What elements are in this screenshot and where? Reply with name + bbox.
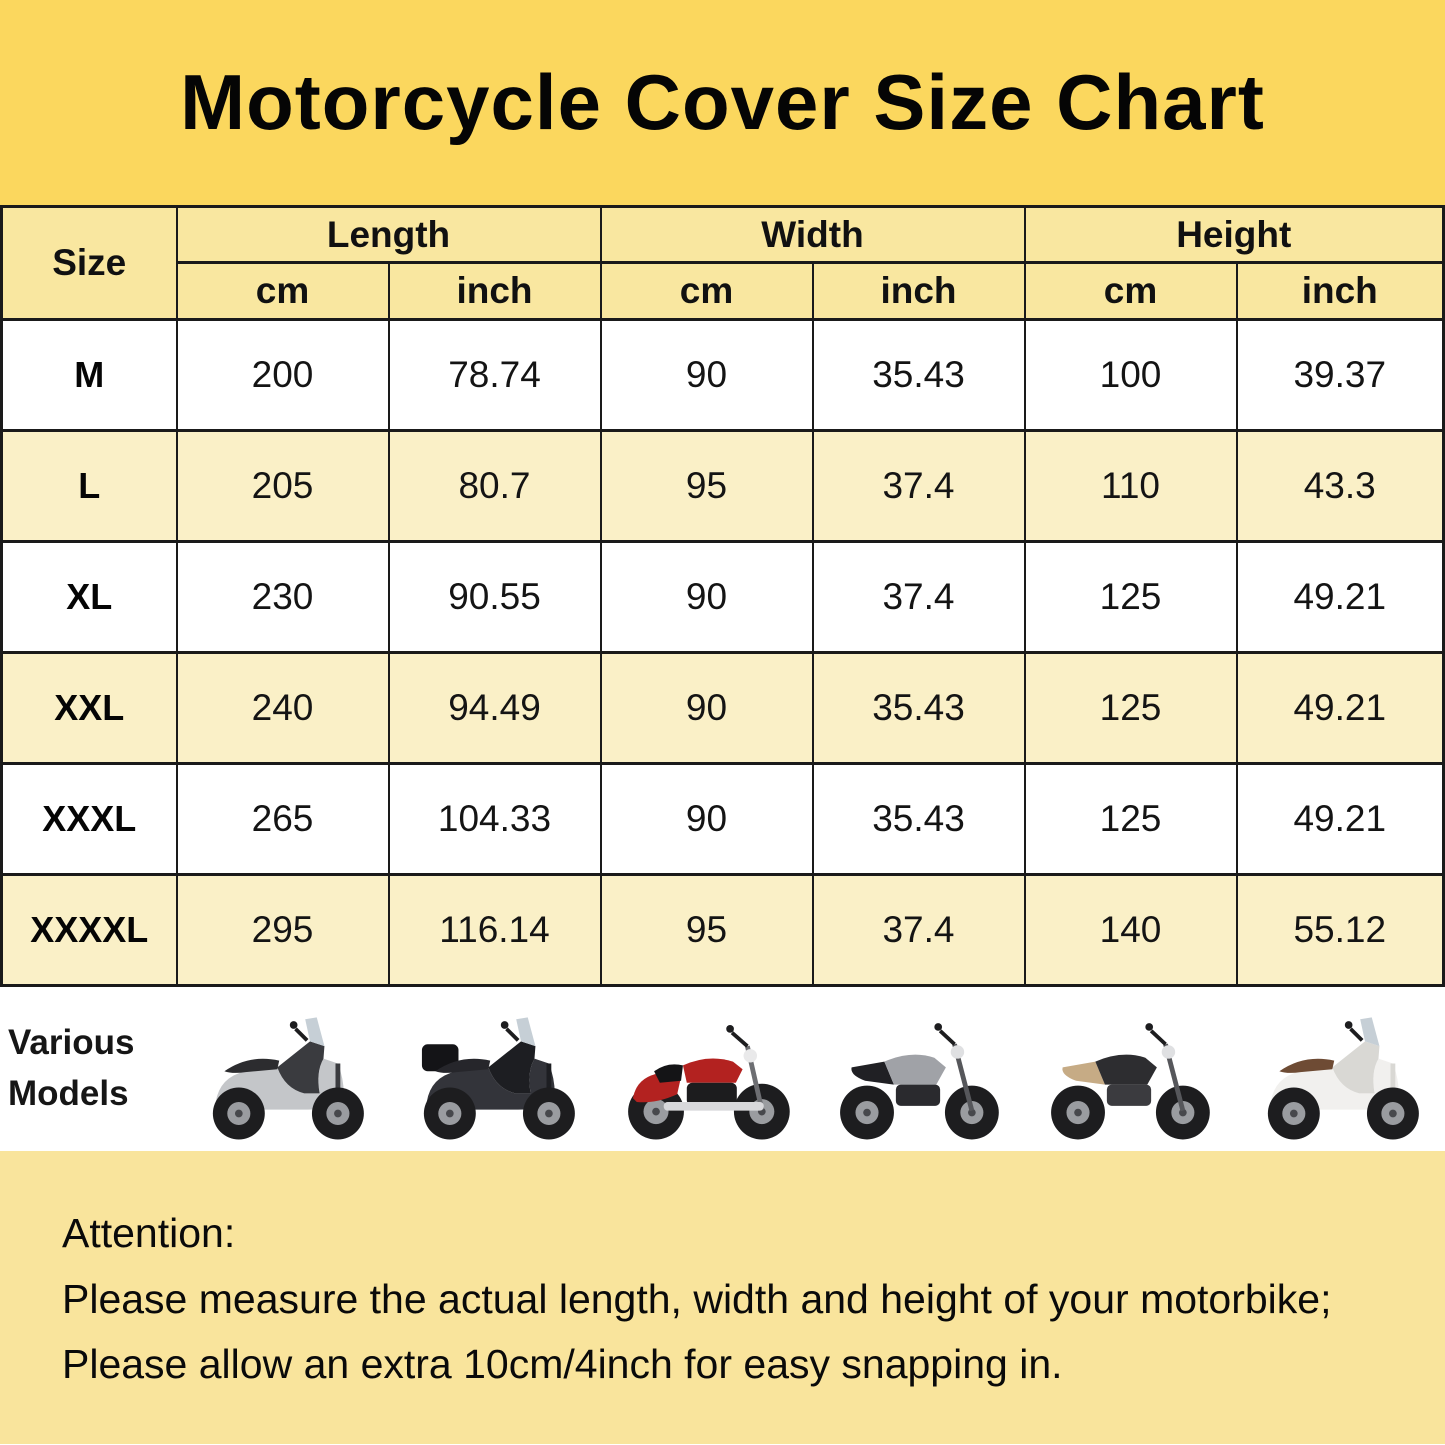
size-cell: XL [0,540,178,654]
size-chart-table: Size Length Width Height cm inch cm inch… [0,205,1445,987]
table-row-l: L 205 80.7 95 37.4 110 43.3 [0,429,1445,543]
value-cell: 37.4 [811,429,1026,543]
value-cell: 90 [599,318,814,432]
value-cell: 110 [1023,429,1238,543]
models-label-line1: Various [8,1023,135,1063]
model-silver-maxi-scooter [180,987,391,1151]
value-cell: 43.3 [1235,429,1445,543]
attention-band: Attention: Please measure the actual len… [0,1151,1445,1444]
value-cell: 94.49 [387,651,602,765]
models-label: Various Models [0,1018,180,1120]
motorcycle-image-4 [817,1001,1019,1151]
value-cell: 230 [175,540,390,654]
model-red-cruiser [602,987,813,1151]
header-group-width: Width [599,205,1026,264]
value-cell: 49.21 [1235,762,1445,876]
unit-header-width-cm: cm [599,261,814,321]
value-cell: 35.43 [811,651,1026,765]
model-black-tan-scrambler [1023,987,1234,1151]
table-row-xxxl: XXXL 265 104.33 90 35.43 125 49.21 [0,762,1445,876]
value-cell: 140 [1023,873,1238,987]
header-group-height: Height [1023,205,1445,264]
value-cell: 35.43 [811,762,1026,876]
attention-line-2: Please allow an extra 10cm/4inch for eas… [62,1341,1063,1388]
value-cell: 90 [599,651,814,765]
value-cell: 125 [1023,540,1238,654]
size-cell: L [0,429,178,543]
motorcycle-image-3 [606,1001,808,1151]
table-row-xxl: XXL 240 94.49 90 35.43 125 49.21 [0,651,1445,765]
value-cell: 116.14 [387,873,602,987]
size-cell: XXXXL [0,873,178,987]
value-cell: 104.33 [387,762,602,876]
header-group-row: Size Length Width Height [0,205,1445,321]
header-cell-size: Size [0,205,178,321]
value-cell: 265 [175,762,390,876]
attention-heading: Attention: [62,1210,236,1256]
page-title: Motorcycle Cover Size Chart [180,58,1265,146]
value-cell: 90 [599,540,814,654]
value-cell: 90.55 [387,540,602,654]
table-row-xl: XL 230 90.55 90 37.4 125 49.21 [0,540,1445,654]
value-cell: 200 [175,318,390,432]
value-cell: 49.21 [1235,651,1445,765]
value-cell: 125 [1023,762,1238,876]
unit-header-length-cm: cm [175,261,390,321]
unit-header-height-cm: cm [1023,261,1238,321]
value-cell: 95 [599,429,814,543]
models-band: Various Models [0,987,1445,1151]
motorcycle-image-2 [395,1001,597,1151]
value-cell: 35.43 [811,318,1026,432]
value-cell: 100 [1023,318,1238,432]
unit-header-length-inch: inch [387,261,602,321]
motorcycle-image-6 [1239,1001,1441,1151]
value-cell: 37.4 [811,873,1026,987]
value-cell: 80.7 [387,429,602,543]
value-cell: 205 [175,429,390,543]
motorcycle-image-5 [1028,1001,1230,1151]
motorcycle-image-1 [184,1001,386,1151]
model-gray-naked-bike [812,987,1023,1151]
value-cell: 49.21 [1235,540,1445,654]
header-unit-row: cm inch cm inch cm inch [2,261,1445,321]
value-cell: 240 [175,651,390,765]
value-cell: 78.74 [387,318,602,432]
value-cell: 37.4 [811,540,1026,654]
model-black-adv-scooter [391,987,602,1151]
table-row-m: M 200 78.74 90 35.43 100 39.37 [0,318,1445,432]
size-cell: M [0,318,178,432]
value-cell: 90 [599,762,814,876]
title-band: Motorcycle Cover Size Chart [0,0,1445,205]
model-white-scooter [1234,987,1445,1151]
table-row-xxxxl: XXXXL 295 116.14 95 37.4 140 55.12 [0,873,1445,987]
value-cell: 95 [599,873,814,987]
models-strip [180,987,1445,1151]
header-group-length: Length [175,205,602,264]
size-cell: XXXL [0,762,178,876]
value-cell: 125 [1023,651,1238,765]
value-cell: 55.12 [1235,873,1445,987]
models-label-line2: Models [8,1074,129,1113]
value-cell: 295 [175,873,390,987]
unit-header-width-inch: inch [811,261,1026,321]
size-cell: XXL [0,651,178,765]
value-cell: 39.37 [1235,318,1445,432]
attention-line-1: Please measure the actual length, width … [62,1275,1332,1322]
unit-header-height-inch: inch [1235,261,1445,321]
